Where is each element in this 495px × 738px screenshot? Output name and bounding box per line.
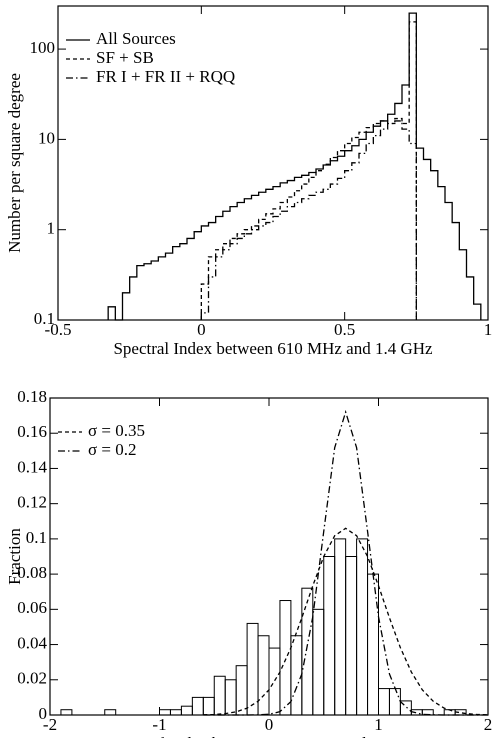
y-tick-label: 0.06 xyxy=(17,598,47,617)
y-tick-label: 0.1 xyxy=(34,309,55,328)
y-axis-label: Number per square degree xyxy=(5,73,24,253)
histogram-bar xyxy=(235,665,248,716)
plot-frame xyxy=(57,5,489,321)
y-tick-label: 0.04 xyxy=(17,633,47,652)
x-tick-label: -2 xyxy=(43,715,57,734)
histogram-bar xyxy=(367,573,379,716)
histogram-bar xyxy=(290,635,303,716)
y-tick-label: 100 xyxy=(30,38,56,57)
histogram-bar xyxy=(378,688,390,716)
y-tick-label: 1 xyxy=(47,219,56,238)
histogram-bar xyxy=(246,622,259,716)
x-axis-label: Spectral Index between 610 MHz and 1.4 G… xyxy=(113,339,433,358)
y-tick-label: 0.16 xyxy=(17,422,47,441)
histogram-bar xyxy=(388,688,401,716)
histogram-bar xyxy=(180,705,193,716)
histogram-outline xyxy=(200,120,417,320)
y-axis-label: Fraction xyxy=(5,528,24,585)
histogram-bar xyxy=(312,608,325,716)
y-tick-label: 0.18 xyxy=(17,387,47,406)
y-tick-label: 0.02 xyxy=(17,669,47,688)
histogram-bar xyxy=(356,538,369,716)
histogram-bar xyxy=(323,556,336,716)
histogram-bar xyxy=(191,696,204,716)
histogram-outline xyxy=(107,12,482,321)
x-tick-label: -0.5 xyxy=(45,320,72,339)
x-tick-label: 0.5 xyxy=(334,320,355,339)
histogram-bar xyxy=(202,696,215,716)
y-tick-label: 0.1 xyxy=(26,528,47,547)
y-tick-label: 0.14 xyxy=(17,457,47,476)
legend-label: σ = 0.2 xyxy=(88,440,137,459)
x-tick-label: 0 xyxy=(197,320,206,339)
y-tick-label: 10 xyxy=(38,128,55,147)
x-tick-label: 1 xyxy=(484,320,493,339)
x-tick-label: 1 xyxy=(374,715,383,734)
x-axis-label: Spectral index between 610 MHz and 1.4 G… xyxy=(110,734,429,738)
curve xyxy=(203,527,489,716)
histogram-bar xyxy=(60,709,73,716)
x-tick-label: -1 xyxy=(152,715,166,734)
histogram-bar xyxy=(268,647,281,716)
y-tick-label: 0.12 xyxy=(17,493,47,512)
histogram-bar xyxy=(345,556,358,716)
histogram-outline xyxy=(200,21,417,320)
legend-label: σ = 0.35 xyxy=(88,421,145,440)
histogram-bar xyxy=(279,600,292,716)
y-tick-label: 0.08 xyxy=(17,563,47,582)
x-tick-label: 0 xyxy=(265,715,274,734)
y-tick-label: 0 xyxy=(39,704,48,723)
histogram-bar xyxy=(334,538,347,716)
histogram-bar xyxy=(224,679,237,716)
histogram-bar xyxy=(169,709,182,716)
histogram-bar xyxy=(257,635,270,716)
legend-label: SF + SB xyxy=(96,48,154,67)
legend-label: All Sources xyxy=(96,29,176,48)
x-tick-label: 2 xyxy=(484,715,493,734)
histogram-bar xyxy=(399,700,412,716)
legend-label: FR I + FR II + RQQ xyxy=(96,67,235,86)
histogram-bar xyxy=(301,587,314,716)
histogram-bar xyxy=(213,675,226,716)
histogram-bar xyxy=(104,709,117,716)
curve xyxy=(203,409,488,716)
